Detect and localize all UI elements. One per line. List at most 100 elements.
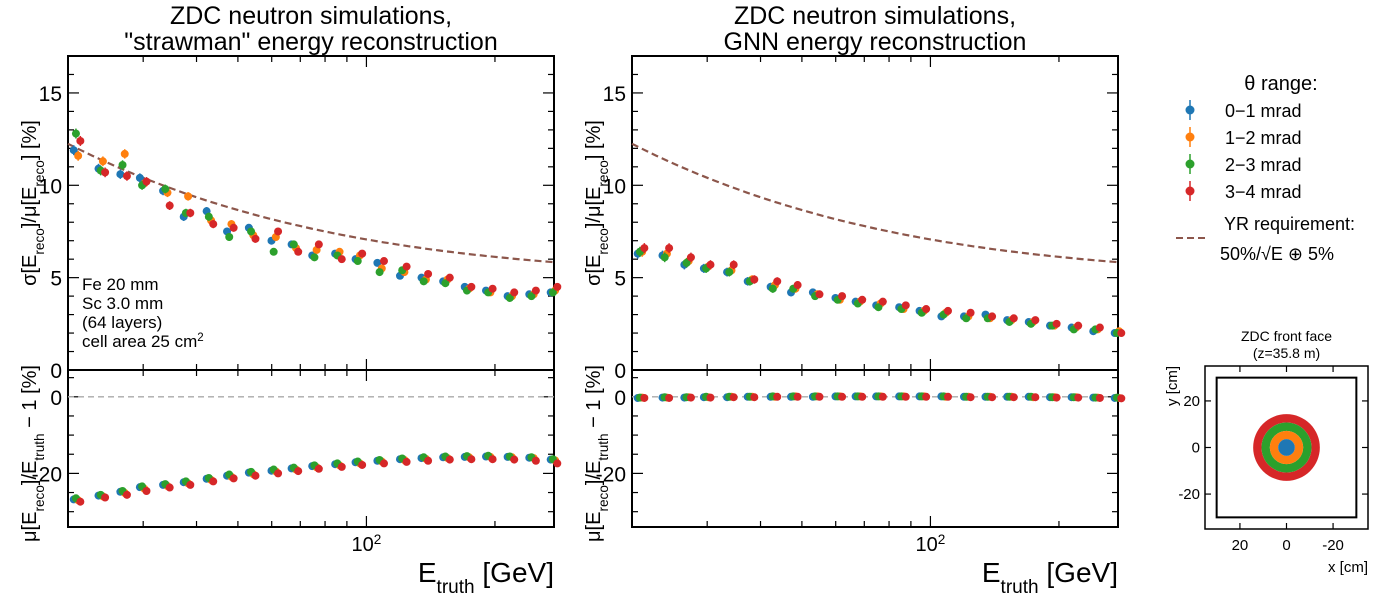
- top-data-point: [353, 257, 362, 266]
- top-y-tick-label: 15: [603, 83, 626, 106]
- bottom-data-point: [379, 459, 388, 468]
- top-data-point: [725, 268, 734, 277]
- bottom-data-point: [665, 393, 674, 402]
- top-data-point: [686, 253, 695, 262]
- top-data-point: [510, 288, 519, 297]
- top-data-point: [251, 234, 260, 243]
- bottom-data-point: [165, 483, 174, 492]
- bottom-y-tick-label: -20: [32, 463, 62, 486]
- legend-entry-label: 1−2 mrad: [1225, 128, 1302, 148]
- bottom-y-tick-label: 0: [50, 387, 62, 410]
- top-data-point: [142, 177, 151, 186]
- bottom-axes-frame: [67, 369, 555, 528]
- bottom-y-tick-label: 0: [614, 387, 626, 410]
- x-tick-label-100: 102: [916, 532, 946, 557]
- top-y-tick-label: 10: [603, 175, 626, 198]
- top-data-point: [1117, 329, 1126, 338]
- bottom-data-point: [510, 455, 519, 464]
- top-data-point: [419, 277, 428, 286]
- top-data-point: [120, 149, 129, 158]
- detector-square: [1215, 376, 1358, 519]
- bottom-data-point: [186, 480, 195, 489]
- top-data-point: [375, 268, 384, 277]
- legend-marker: [1185, 132, 1195, 142]
- bottom-data-point: [142, 487, 151, 496]
- legend-entry-label: 0−1 mrad: [1225, 101, 1302, 121]
- diagram-y-tick-label: -20: [1178, 486, 1200, 503]
- detector-annotation-line: cell area 25 cm2: [82, 332, 204, 351]
- bottom-data-point: [1095, 393, 1104, 402]
- legend: θ range: 0−1 mrad 1−2 mrad 2−3 mrad 3−4 mrad…: [1176, 73, 1355, 264]
- top-data-point: [165, 201, 174, 210]
- top-data-point: [640, 244, 649, 253]
- top-data-point: [878, 297, 887, 306]
- chart-title-line2: "strawman" energy reconstruction: [124, 28, 497, 56]
- bottom-data-point: [274, 469, 283, 478]
- bottom-data-point: [101, 493, 110, 502]
- top-data-point: [274, 227, 283, 236]
- top-data-point: [337, 255, 346, 264]
- bottom-data-point: [922, 392, 931, 401]
- top-data-point: [229, 223, 238, 232]
- legend-entry-label: 3−4 mrad: [1225, 182, 1302, 202]
- chart-title-line1: ZDC neutron simulations,: [170, 2, 452, 30]
- top-data-point: [424, 269, 433, 278]
- top-data-point: [358, 249, 367, 258]
- detector-annotation-line: (64 layers): [82, 313, 162, 332]
- bottom-data-point: [1074, 393, 1083, 402]
- bottom-data-point: [424, 456, 433, 465]
- bottom-data-point: [686, 393, 695, 402]
- top-data-point: [750, 275, 759, 284]
- top-data-point: [527, 292, 536, 301]
- top-data-point: [966, 308, 975, 317]
- top-data-point: [874, 303, 883, 312]
- bottom-data-point: [337, 462, 346, 471]
- diagram-y-axis-label: y [cm]: [1164, 366, 1181, 406]
- top-data-point: [289, 240, 298, 249]
- bottom-data-point: [445, 455, 454, 464]
- top-data-point: [373, 258, 382, 267]
- bottom-data-point: [314, 464, 323, 473]
- top-y-tick-label: 0: [50, 360, 62, 383]
- bottom-y-axis-label: μ[Ereco]/Etruth − 1 [%]: [583, 365, 611, 542]
- bottom-data-point: [294, 467, 303, 476]
- top-data-point: [729, 260, 738, 269]
- x-axis-label: Etruth [GeV]: [982, 557, 1118, 594]
- bottom-axes-frame: [631, 369, 1119, 528]
- legend-entry-label: 2−3 mrad: [1225, 155, 1302, 175]
- chart-title-line1: ZDC neutron simulations,: [734, 2, 1016, 30]
- yr-requirement-curve: [631, 142, 1119, 264]
- diagram-x-tick-label: 0: [1282, 537, 1290, 554]
- top-data-point: [858, 295, 867, 304]
- yr-requirement-curve: [67, 142, 555, 264]
- top-y-tick-label: 5: [50, 268, 62, 291]
- top-data-point: [161, 184, 170, 193]
- bottom-data-point: [1117, 394, 1126, 403]
- legend-marker: [1185, 186, 1195, 196]
- top-data-point: [922, 305, 931, 314]
- strawman-panel: ZDC neutron simulations,"strawman" energ…: [19, 2, 562, 594]
- diagram-title-line2: (z=35.8 m): [1253, 345, 1320, 361]
- top-data-point: [682, 258, 691, 267]
- top-data-point: [943, 306, 952, 315]
- top-data-point: [101, 168, 110, 177]
- top-data-point: [204, 212, 213, 221]
- bottom-data-point: [706, 393, 715, 402]
- top-y-tick-label: 5: [614, 268, 626, 291]
- bottom-data-point: [402, 457, 411, 466]
- bottom-data-point: [793, 392, 802, 401]
- top-data-point: [225, 233, 234, 242]
- diagram-x-tick-label: 20: [1232, 537, 1249, 554]
- top-data-point: [310, 253, 319, 262]
- top-data-point: [209, 220, 218, 229]
- bottom-data-point: [966, 393, 975, 402]
- top-data-point: [76, 136, 85, 145]
- top-data-point: [548, 288, 557, 297]
- top-axes-frame: [631, 55, 1119, 371]
- top-data-point: [1074, 321, 1083, 330]
- top-y-axis-label: σ[Ereco]/μ[Ereco] [%]: [19, 120, 47, 286]
- legend-yr-label-line2: 50%/√E ⊕ 5%: [1220, 244, 1334, 264]
- top-data-point: [247, 227, 256, 236]
- bottom-data-point: [467, 455, 476, 464]
- bottom-data-point: [122, 490, 131, 499]
